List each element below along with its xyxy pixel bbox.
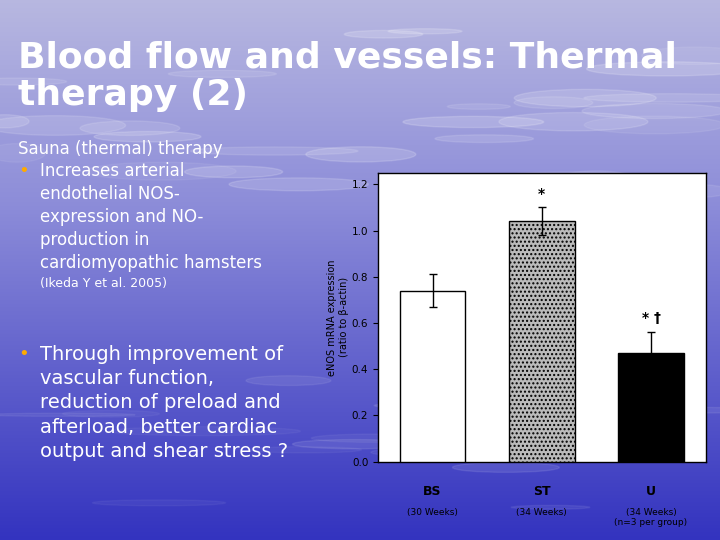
Text: •: • — [18, 345, 29, 363]
Ellipse shape — [311, 434, 439, 442]
Text: (Ikeda Y et al. 2005): (Ikeda Y et al. 2005) — [40, 277, 167, 290]
Ellipse shape — [629, 388, 694, 398]
Text: therapy (2): therapy (2) — [18, 78, 248, 112]
Text: Increases arterial
endothelial NOS-
expression and NO-
production in
cardiomyopa: Increases arterial endothelial NOS- expr… — [40, 162, 262, 272]
Ellipse shape — [499, 112, 648, 131]
Text: ST: ST — [533, 485, 551, 498]
Ellipse shape — [168, 70, 276, 77]
Ellipse shape — [584, 93, 720, 102]
Ellipse shape — [306, 147, 415, 162]
Text: *: * — [539, 186, 545, 200]
Text: (34 Weeks): (34 Weeks) — [516, 508, 567, 517]
Text: Through improvement of
vascular function,
reduction of preload and
afterload, be: Through improvement of vascular function… — [40, 345, 288, 461]
Ellipse shape — [452, 462, 559, 472]
Ellipse shape — [560, 171, 633, 186]
Text: Sauna (thermal) therapy: Sauna (thermal) therapy — [18, 140, 222, 158]
Ellipse shape — [86, 162, 236, 180]
Ellipse shape — [0, 116, 125, 136]
Ellipse shape — [447, 104, 510, 109]
Text: •: • — [18, 162, 29, 180]
Ellipse shape — [495, 188, 657, 198]
Ellipse shape — [229, 178, 369, 191]
Ellipse shape — [94, 131, 201, 142]
Text: (30 Weeks): (30 Weeks) — [408, 508, 458, 517]
Ellipse shape — [388, 29, 462, 34]
Ellipse shape — [514, 89, 656, 107]
Ellipse shape — [514, 97, 593, 109]
Ellipse shape — [403, 116, 544, 127]
Ellipse shape — [0, 78, 66, 85]
Ellipse shape — [246, 376, 331, 386]
Ellipse shape — [396, 446, 570, 451]
Ellipse shape — [344, 30, 423, 38]
Ellipse shape — [587, 62, 720, 76]
Ellipse shape — [80, 121, 180, 136]
Ellipse shape — [191, 147, 358, 155]
Bar — [618, 353, 684, 462]
Ellipse shape — [371, 448, 498, 457]
Ellipse shape — [511, 505, 590, 509]
Ellipse shape — [374, 403, 450, 408]
Text: U: U — [646, 485, 656, 498]
Text: (34 Weeks)
(n=3 per group): (34 Weeks) (n=3 per group) — [614, 508, 688, 528]
Ellipse shape — [508, 172, 640, 178]
Ellipse shape — [582, 104, 720, 119]
Text: BS: BS — [423, 485, 442, 498]
Ellipse shape — [184, 166, 283, 178]
Text: * †: * † — [642, 312, 660, 325]
Ellipse shape — [292, 440, 417, 449]
Ellipse shape — [0, 114, 29, 128]
Ellipse shape — [435, 135, 534, 143]
Ellipse shape — [0, 413, 135, 416]
Text: Blood flow and vessels: Thermal: Blood flow and vessels: Thermal — [18, 40, 677, 74]
Ellipse shape — [0, 144, 45, 162]
Ellipse shape — [536, 195, 627, 201]
Ellipse shape — [596, 407, 720, 413]
Y-axis label: eNOS mRNA expression
(ratio to β-actin): eNOS mRNA expression (ratio to β-actin) — [328, 259, 349, 375]
Bar — [400, 291, 465, 462]
Bar — [509, 221, 575, 462]
Ellipse shape — [584, 116, 720, 134]
Ellipse shape — [642, 47, 720, 65]
Ellipse shape — [647, 184, 720, 198]
